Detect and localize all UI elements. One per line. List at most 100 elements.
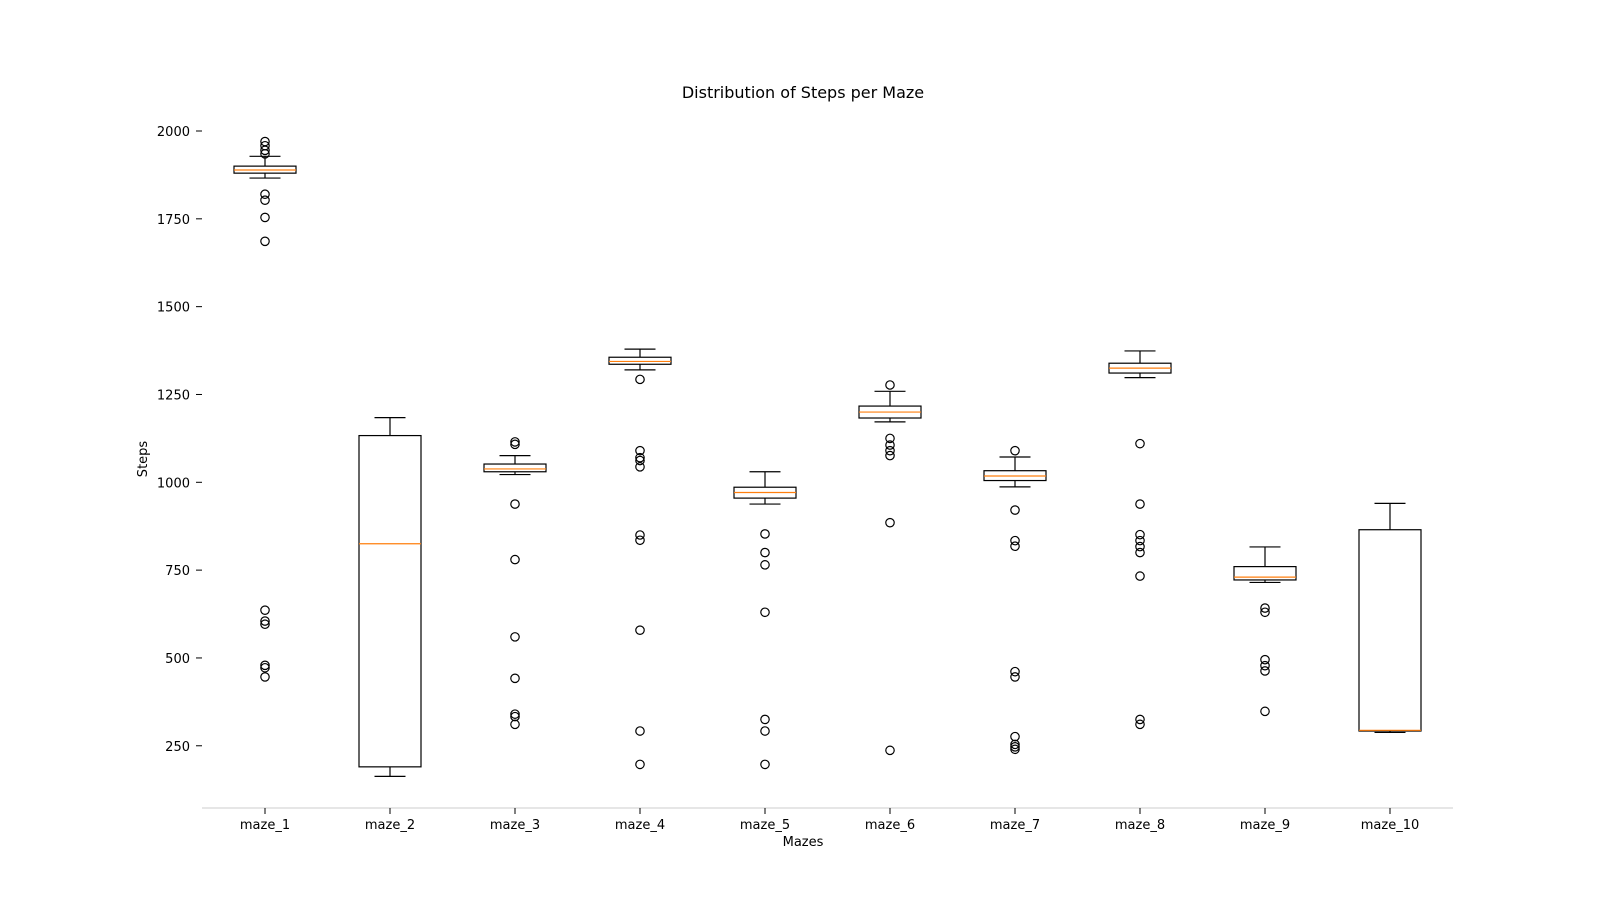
y-tick-label: 250 <box>165 740 190 755</box>
x-tick-label: maze_7 <box>990 818 1040 833</box>
outlier-point <box>510 632 520 642</box>
outlier-point <box>635 374 645 385</box>
outlier-point <box>885 380 895 390</box>
outlier-point <box>510 499 520 509</box>
outlier-point <box>1010 731 1020 742</box>
outlier-point <box>1010 535 1020 546</box>
y-axis-label: Steps <box>136 441 151 478</box>
outlier-point <box>760 529 770 539</box>
outlier-point <box>510 554 520 565</box>
outlier-point <box>1260 607 1270 618</box>
box-maze_5 <box>733 471 797 770</box>
outlier-point <box>1260 666 1270 676</box>
outlier-point <box>635 452 645 463</box>
box-maze_3 <box>483 437 547 730</box>
outlier-point <box>1135 541 1145 552</box>
y-tick-label: 1750 <box>157 213 190 228</box>
box-maze_6 <box>858 380 922 756</box>
box-maze_7 <box>983 445 1047 755</box>
outlier-point <box>1135 499 1145 509</box>
x-tick-label: maze_2 <box>365 818 415 833</box>
y-axis-ticks: 250 500 750 1000 1250 1500 1750 2000 <box>157 125 202 755</box>
outlier-point <box>1010 744 1020 755</box>
outlier-point <box>1135 571 1145 581</box>
outlier-point <box>885 433 895 444</box>
outlier-point <box>510 439 520 450</box>
iqr-box <box>358 434 422 768</box>
y-tick-label: 1000 <box>157 476 190 491</box>
chart-title: Distribution of Steps per Maze <box>682 83 924 102</box>
y-tick-label: 1250 <box>157 388 190 403</box>
outlier-point <box>1010 666 1020 677</box>
outlier-point <box>760 714 770 725</box>
y-tick-label: 500 <box>165 652 190 667</box>
outlier-point <box>510 709 520 719</box>
box-maze_1 <box>233 136 297 682</box>
outlier-point <box>260 619 270 630</box>
iqr-box <box>1358 529 1422 732</box>
outlier-point <box>635 530 645 540</box>
outlier-point <box>260 195 270 206</box>
outlier-point <box>885 745 895 756</box>
outlier-point <box>1260 660 1270 671</box>
outlier-point <box>1260 654 1270 665</box>
outlier-point <box>760 726 770 736</box>
box-maze_4 <box>608 348 672 770</box>
outlier-point <box>510 437 520 447</box>
x-tick-label: maze_4 <box>615 818 665 833</box>
x-tick-label: maze_6 <box>865 818 915 833</box>
outlier-point <box>260 236 270 247</box>
outlier-point <box>510 673 520 684</box>
outlier-point <box>635 445 645 456</box>
iqr-box <box>1233 566 1297 581</box>
x-axis-ticks: maze_1 maze_2 maze_3 maze_4 maze_5 maze_6 maze… <box>240 808 1419 833</box>
outlier-point <box>760 759 770 770</box>
outlier-point <box>260 149 270 159</box>
outlier-point <box>1135 529 1145 540</box>
box-maze_10 <box>1358 502 1422 734</box>
outlier-point <box>260 605 270 615</box>
outlier-point <box>635 462 645 472</box>
outlier-point <box>1135 714 1145 725</box>
x-axis-label: Mazes <box>783 835 824 850</box>
y-tick-label: 2000 <box>157 125 190 140</box>
box-maze_2 <box>358 417 422 777</box>
outlier-point <box>260 616 270 626</box>
outlier-point <box>1135 535 1145 546</box>
x-tick-label: maze_9 <box>1240 818 1290 833</box>
outlier-point <box>260 672 270 682</box>
outlier-point <box>760 560 770 570</box>
box-maze_8 <box>1108 350 1172 730</box>
outlier-point <box>260 660 270 671</box>
outlier-point <box>885 450 895 461</box>
outlier-point <box>1010 739 1020 750</box>
outlier-point <box>1010 742 1020 752</box>
outlier-point <box>635 625 645 635</box>
outlier-point <box>1135 547 1145 558</box>
x-tick-label: maze_5 <box>740 818 790 833</box>
y-tick-label: 1500 <box>157 301 190 316</box>
outlier-point <box>1135 719 1145 730</box>
y-tick-label: 750 <box>165 564 190 579</box>
outlier-point <box>885 517 895 528</box>
iqr-box <box>608 356 672 365</box>
outlier-point <box>635 726 645 736</box>
outlier-point <box>885 440 895 450</box>
outlier-point <box>635 759 645 770</box>
iqr-box <box>483 463 547 473</box>
outlier-point <box>760 547 770 558</box>
outlier-point <box>260 662 270 673</box>
outlier-point <box>260 189 270 200</box>
outlier-point <box>510 711 520 722</box>
outlier-point <box>1135 438 1145 449</box>
outlier-point <box>885 445 895 456</box>
outlier-point <box>1260 706 1270 717</box>
x-tick-label: maze_8 <box>1115 818 1165 833</box>
outlier-point <box>635 535 645 546</box>
boxes-group <box>233 136 1422 777</box>
x-tick-label: maze_10 <box>1361 818 1420 833</box>
outlier-point <box>760 607 770 618</box>
outlier-point <box>635 455 645 466</box>
